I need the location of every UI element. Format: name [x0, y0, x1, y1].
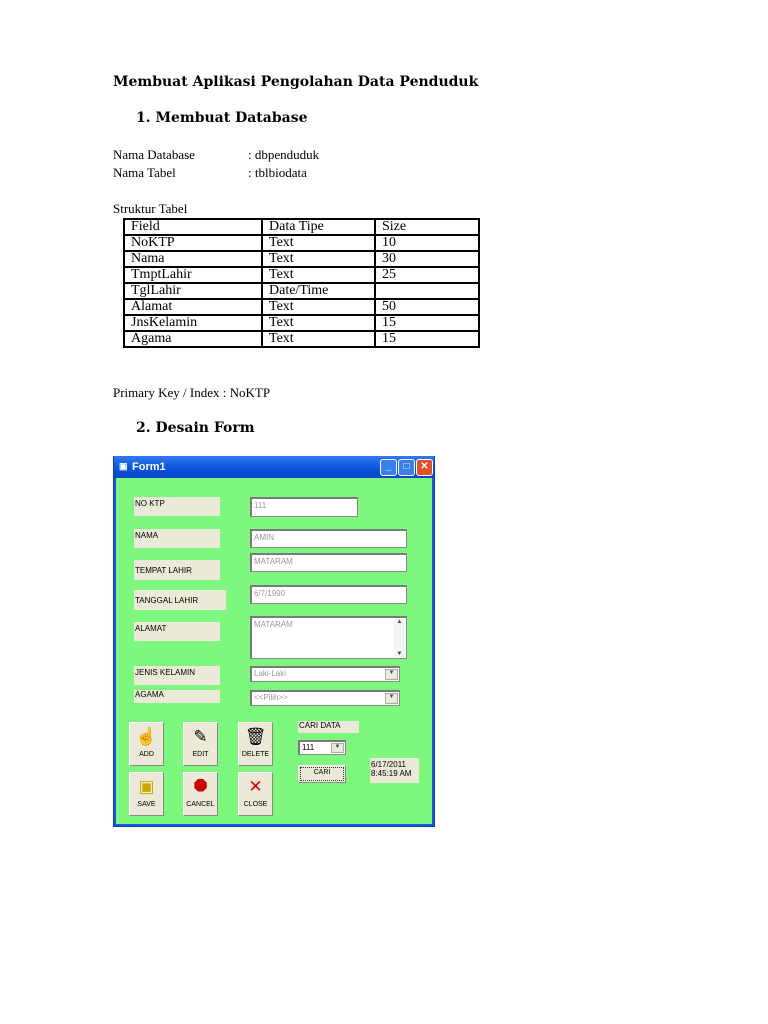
- chevron-down-icon[interactable]: ▼: [331, 743, 344, 753]
- cell: NoKTP: [123, 234, 263, 252]
- table-row: NoKTP Text 10: [123, 234, 480, 252]
- cell: [374, 282, 480, 300]
- cari-combo[interactable]: 111 ▼: [298, 740, 346, 755]
- cancel-label: CANCEL: [186, 801, 215, 808]
- label-tanggal-lahir: TANGGAL LAHIR: [134, 590, 226, 610]
- title-bar: ▣ Form1 _ □ ✕: [114, 456, 434, 478]
- table-name-value: : tblbiodata: [248, 165, 307, 180]
- label-noktp: NO KTP: [134, 497, 220, 516]
- delete-label: DELETE: [241, 751, 270, 758]
- section-heading-form: 2. Desain Form: [136, 420, 255, 436]
- add-button[interactable]: ☝ ADD: [129, 722, 164, 766]
- tanggal-lahir-input[interactable]: 6/7/1990: [250, 585, 407, 604]
- chevron-down-icon[interactable]: ▼: [385, 669, 398, 680]
- cell: TmptLahir: [123, 266, 263, 284]
- header-cell: Field: [123, 218, 263, 236]
- hand-pointer-icon: ☝: [135, 727, 158, 746]
- jenis-kelamin-value: Laki-Laki: [254, 669, 287, 678]
- cari-button[interactable]: CARI: [298, 765, 346, 783]
- stop-sign-icon: ⯃: [193, 777, 208, 796]
- cell: 15: [374, 314, 480, 332]
- section-heading-database: 1. Membuat Database: [136, 110, 308, 126]
- cell: 10: [374, 234, 480, 252]
- edit-label: EDIT: [192, 751, 209, 758]
- delete-button[interactable]: 🗑 DELETE: [238, 722, 273, 766]
- cell: Text: [261, 266, 376, 284]
- close-label: CLOSE: [243, 801, 268, 808]
- alamat-value: MATARAM: [254, 620, 293, 629]
- cancel-button[interactable]: ⯃ CANCEL: [183, 772, 218, 816]
- db-name-value: : dbpenduduk: [248, 147, 320, 162]
- agama-value: <<Pilih>>: [254, 693, 288, 702]
- jenis-kelamin-combo[interactable]: Laki-Laki ▼: [250, 666, 400, 682]
- floppy-disk-icon: ▣: [138, 777, 155, 796]
- cell: Text: [261, 298, 376, 316]
- scroll-down-icon[interactable]: ▼: [396, 651, 403, 657]
- table-row: Alamat Text 50: [123, 298, 480, 316]
- date-text: 6/17/2011: [371, 760, 406, 769]
- table-row: TglLahir Date/Time: [123, 282, 480, 300]
- label-tempat-lahir: TEMPAT LAHIR: [134, 560, 220, 580]
- noktp-input[interactable]: 111: [250, 497, 358, 517]
- agama-combo[interactable]: <<Pilih>> ▼: [250, 690, 400, 706]
- cell: 30: [374, 250, 480, 268]
- alamat-textarea[interactable]: MATARAM ▲ ▼: [250, 616, 407, 659]
- window-icon: ▣: [119, 461, 128, 471]
- scrollbar[interactable]: ▲ ▼: [394, 619, 405, 657]
- nama-input[interactable]: AMIN: [250, 529, 407, 548]
- save-button[interactable]: ▣ SAVE: [129, 772, 164, 816]
- cell: JnsKelamin: [123, 314, 263, 332]
- save-label: SAVE: [137, 801, 156, 808]
- cell: TglLahir: [123, 282, 263, 300]
- table-row: Agama Text 15: [123, 330, 480, 348]
- cell: 50: [374, 298, 480, 316]
- cell: 15: [374, 330, 480, 348]
- label-cari-data: CARI DATA: [298, 721, 359, 733]
- cell: Text: [261, 250, 376, 268]
- primary-key-text: Primary Key / Index : NoKTP: [113, 385, 271, 400]
- label-nama: NAMA: [134, 529, 220, 548]
- close-window-button[interactable]: ✕: [416, 459, 433, 476]
- structure-table: Field Data Tipe Size NoKTP Text 10 Nama Tex…: [123, 218, 480, 348]
- cell: Agama: [123, 330, 263, 348]
- window-title: Form1: [132, 461, 166, 473]
- cell: Nama: [123, 250, 263, 268]
- structure-label: Struktur Tabel: [113, 201, 188, 216]
- label-alamat: ALAMAT: [134, 622, 220, 641]
- table-row: Nama Text 30: [123, 250, 480, 268]
- tempat-lahir-input[interactable]: MATARAM: [250, 553, 407, 572]
- label-agama: AGAMA: [134, 690, 220, 703]
- add-label: ADD: [139, 751, 154, 758]
- datetime-label: 6/17/2011 8:45:19 AM: [370, 758, 419, 783]
- time-text: 8:45:19 AM: [371, 769, 412, 778]
- form-window: ▣ Form1 _ □ ✕ NO KTP NAMA TEMPAT LAHIR T…: [113, 456, 435, 827]
- scroll-up-icon[interactable]: ▲: [396, 619, 403, 625]
- cell: 25: [374, 266, 480, 284]
- maximize-button[interactable]: □: [398, 459, 415, 476]
- table-header-row: Field Data Tipe Size: [123, 218, 480, 236]
- pen-icon: ✎: [193, 727, 208, 746]
- edit-button[interactable]: ✎ EDIT: [183, 722, 218, 766]
- cell: Date/Time: [261, 282, 376, 300]
- db-name-label: Nama Database: [113, 147, 195, 162]
- table-row: JnsKelamin Text 15: [123, 314, 480, 332]
- table-name-label: Nama Tabel: [113, 165, 176, 180]
- header-cell: Data Tipe: [261, 218, 376, 236]
- chevron-down-icon[interactable]: ▼: [385, 693, 398, 704]
- cell: Text: [261, 330, 376, 348]
- close-button[interactable]: ✕ CLOSE: [238, 772, 273, 816]
- cari-value: 111: [302, 743, 315, 752]
- cell: Alamat: [123, 298, 263, 316]
- minimize-button[interactable]: _: [380, 459, 397, 476]
- cell: Text: [261, 314, 376, 332]
- table-row: TmptLahir Text 25: [123, 266, 480, 284]
- cell: Text: [261, 234, 376, 252]
- label-jenis-kelamin: JENIS KELAMIN: [134, 666, 220, 685]
- page-title: Membuat Aplikasi Pengolahan Data Pendudu…: [113, 74, 479, 90]
- trash-icon: 🗑: [244, 727, 267, 746]
- x-icon: ✕: [248, 777, 263, 796]
- header-cell: Size: [374, 218, 480, 236]
